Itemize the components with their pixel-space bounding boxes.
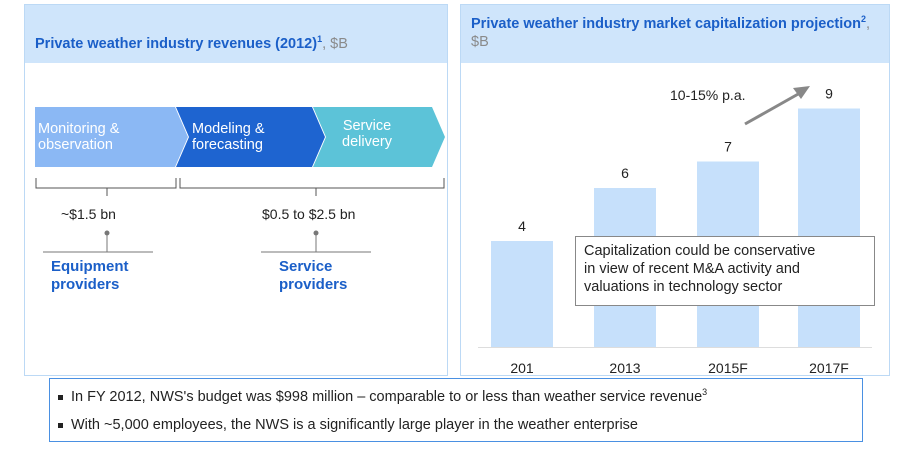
- data-label-2013: 6: [621, 165, 629, 181]
- bracket-equipment: [35, 178, 177, 189]
- equipment-providers-label: Equipment providers: [51, 258, 129, 293]
- left-panel-title-footnote: 1: [317, 34, 323, 45]
- chevron-monitoring: [35, 107, 188, 167]
- service-providers-label: Service providers: [279, 258, 348, 293]
- data-label-2017F: 9: [825, 86, 833, 102]
- chart-title-footnote: 2: [861, 14, 867, 25]
- chevron-service: [313, 107, 445, 167]
- bullet-nws-budget: In FY 2012, NWS's budget was $998 millio…: [58, 388, 707, 405]
- left-panel-unit: , $B: [322, 36, 348, 52]
- growth-arrow-line: [744, 91, 801, 126]
- chevron-service-label: Service delivery: [342, 118, 392, 150]
- chart-unit: , $B: [471, 16, 871, 50]
- left-panel-header: Private weather industry revenues (2012)…: [25, 5, 447, 63]
- bullet-nws-employees: With ~5,000 employees, the NWS is a sign…: [58, 417, 638, 433]
- bracket-service: [179, 178, 445, 189]
- left-panel-title: Private weather industry revenues (2012): [35, 36, 318, 52]
- key-facts-box: In FY 2012, NWS's budget was $998 millio…: [49, 378, 863, 442]
- chevron-monitoring-label: Monitoring & observation: [38, 121, 120, 153]
- bullet-marker: [58, 422, 63, 428]
- chart-title: Private weather industry market capitali…: [471, 16, 861, 32]
- tick-label-2017F: 2017F: [809, 360, 849, 376]
- left-panel: Private weather industry revenues (2012)…: [24, 4, 448, 376]
- data-label-201: 4: [518, 218, 526, 234]
- chevron-modeling-label: Modeling & forecasting: [192, 121, 265, 153]
- right-panel-header: Private weather industry market capitali…: [461, 5, 889, 63]
- growth-annotation: 10-15% p.a.: [670, 87, 746, 103]
- growth-arrow-head: [793, 86, 810, 99]
- bullet-marker: [58, 394, 63, 400]
- conservative-note: Capitalization could be conservative in …: [575, 236, 875, 306]
- bar-201: [491, 241, 553, 347]
- tick-label-2013: 2013: [609, 360, 640, 376]
- service-revenue-value: $0.5 to $2.5 bn: [262, 206, 356, 222]
- data-label-2015F: 7: [724, 139, 732, 155]
- chevron-modeling: [176, 107, 325, 167]
- equipment-revenue-value: ~$1.5 bn: [61, 206, 116, 222]
- bar-2017F: [798, 108, 860, 347]
- tick-label-2015F: 2015F: [708, 360, 748, 376]
- tick-label-201: 201: [510, 360, 534, 376]
